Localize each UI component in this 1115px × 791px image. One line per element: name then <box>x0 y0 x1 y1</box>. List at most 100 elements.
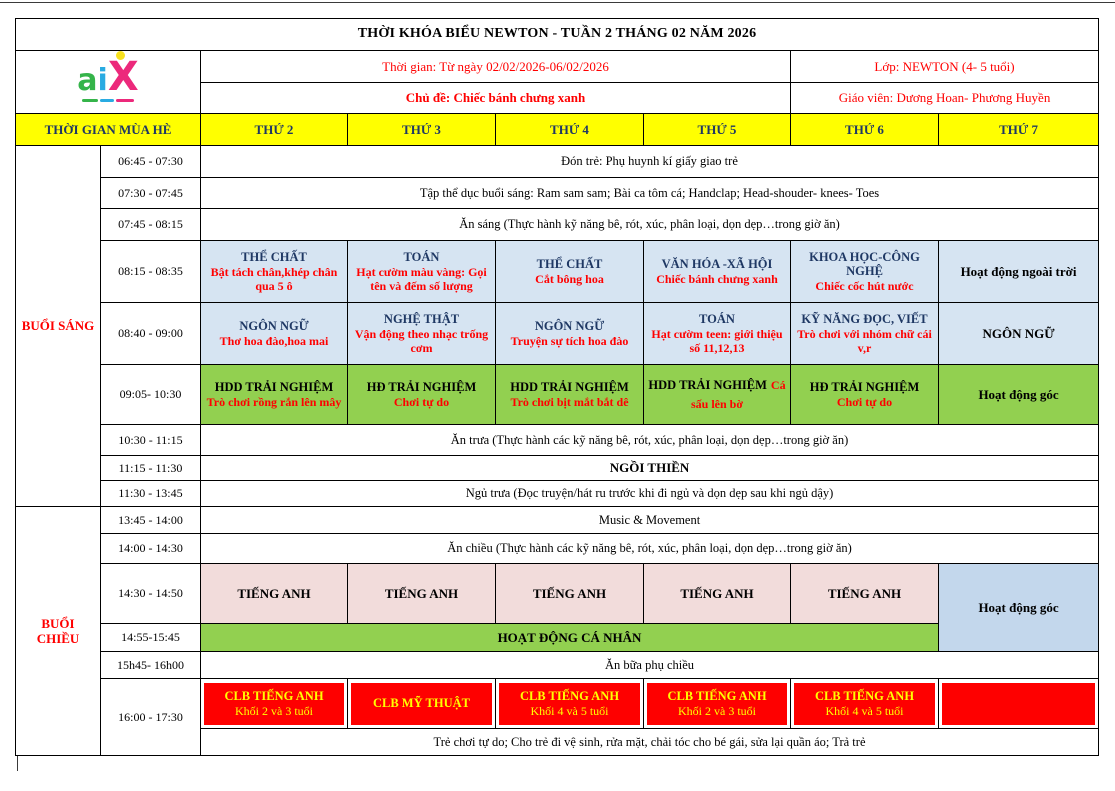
timetable: THỜI KHÓA BIỂU NEWTON - TUẦN 2 THÁNG 02 … <box>14 18 1100 756</box>
club-box: CLB TIẾNG ANH Khối 2 và 3 tuổi <box>204 682 344 725</box>
lesson-title: HDD TRẢI NGHIỆM <box>510 380 629 395</box>
lesson-title: TOÁN <box>403 249 440 264</box>
lesson-title: TOÁN <box>699 311 735 326</box>
lesson-cell: KHOA HỌC-CÔNG NGHỆ Chiếc cốc hút nước <box>790 240 939 303</box>
lesson-subtitle: Vận động theo nhạc trống cơm <box>354 326 489 355</box>
club-cell: CLB TIẾNG ANH Khối 2 và 3 tuổi <box>200 678 348 729</box>
logo-letter-x: X <box>107 53 139 100</box>
time-cell: 16:00 - 17:30 <box>100 678 201 756</box>
header-day-tue: THỨ 3 <box>347 113 496 146</box>
lesson-cell: THỂ CHẤT Cắt bông hoa <box>495 240 644 303</box>
lesson-cell: NGÔN NGỮ Truyện sự tích hoa đào <box>495 302 644 365</box>
club-title: CLB TIẾNG ANH <box>814 688 915 703</box>
activity-breakfast: Ăn sáng (Thực hành kỹ năng bê, rót, xúc,… <box>199 208 1100 241</box>
header-day-fri: THỨ 6 <box>790 113 939 146</box>
time-cell: 11:30 - 13:45 <box>100 480 201 507</box>
lesson-title: THỂ CHẤT <box>536 257 603 272</box>
page-title: THỜI KHÓA BIỂU NEWTON - TUẦN 2 THÁNG 02 … <box>14 18 1100 51</box>
header-day-thu: THỨ 5 <box>643 113 791 146</box>
lesson-title: HDD TRẢI NGHIỆM <box>214 380 334 395</box>
club-title: CLB TIẾNG ANH <box>519 688 620 703</box>
lesson-subtitle: Trò chơi bịt mắt bắt dê <box>510 394 629 409</box>
logo-subtext-decoration <box>77 98 138 102</box>
time-cell: 14:30 - 14:50 <box>100 563 201 624</box>
lesson-cell: NGÔN NGỮ <box>937 302 1100 365</box>
teacher-names: Giáo viên: Dương Hoan- Phương Huyền <box>789 82 1100 114</box>
club-cell: CLB TIẾNG ANH Khối 4 và 5 tuổi <box>495 678 644 729</box>
lesson-title: VĂN HÓA -XÃ HỘI <box>661 257 773 272</box>
lesson-title: KỸ NĂNG ĐỌC, VIẾT <box>801 311 928 326</box>
lesson-cell: NGÔN NGỮ Thơ hoa đào,hoa mai <box>200 302 348 365</box>
lesson-cell: HĐ TRẢI NGHIỆM Chơi tự do <box>347 364 496 425</box>
lesson-subtitle: Thơ hoa đào,hoa mai <box>219 333 329 348</box>
english-cell: TIẾNG ANH <box>790 563 939 624</box>
session-label-afternoon: BUỔI CHIỀU <box>15 506 101 756</box>
activity-personal: HOẠT ĐỘNG CÁ NHÂN <box>200 623 939 652</box>
school-logo-cell: aiX <box>15 50 201 114</box>
lesson-subtitle: Hạt cườm màu vàng: Gọi tên và đếm số lượ… <box>356 264 487 293</box>
header-day-sat: THỨ 7 <box>937 113 1100 146</box>
english-cell: TIẾNG ANH <box>643 563 791 624</box>
club-subtitle: Khối 2 và 3 tuổi <box>235 703 313 718</box>
time-cell: 13:45 - 14:00 <box>100 506 201 534</box>
lesson-subtitle: Cắt bông hoa <box>535 271 604 286</box>
day-header-row: THỜI GIAN MÙA HÈ THỨ 2 THỨ 3 THỨ 4 THỨ 5… <box>15 113 1100 146</box>
experience-row-0905: 09:05- 10:30 HDD TRẢI NGHIỆM Trò chơi rồ… <box>16 364 1100 425</box>
lesson-subtitle: Chơi tự do <box>393 394 450 409</box>
lesson-title: NGÔN NGỮ <box>982 325 1055 341</box>
top-edge-line <box>0 2 1115 3</box>
activity-afternoon-snack: Ăn chiều (Thực hành các kỹ năng bê, rót,… <box>199 533 1100 564</box>
club-box: CLB TIẾNG ANH Khối 4 và 5 tuổi <box>499 682 640 725</box>
time-cell: 06:45 - 07:30 <box>100 145 201 178</box>
class-name: Lớp: NEWTON (4- 5 tuổi) <box>789 50 1100 83</box>
lesson-cell: NGHỆ THẬT Vận động theo nhạc trống cơm <box>347 302 496 365</box>
logo-letter-a: a <box>77 62 98 98</box>
club-cell: CLB MỸ THUẬT <box>347 678 496 729</box>
club-subtitle: Khối 2 và 3 tuổi <box>678 703 756 718</box>
lesson-title: HDD TRẢI NGHIỆM <box>648 377 767 392</box>
header-day-mon: THỨ 2 <box>200 113 348 146</box>
club-title: CLB TIẾNG ANH <box>667 688 767 703</box>
week-topic: Chủ đề: Chiếc bánh chưng xanh <box>200 82 791 114</box>
time-cell: 07:45 - 08:15 <box>100 208 201 241</box>
lesson-title: NGÔN NGỮ <box>239 319 309 334</box>
lesson-title: KHOA HỌC-CÔNG NGHỆ <box>809 249 920 279</box>
lesson-subtitle: Trò chơi rồng rắn lên mây <box>206 394 342 409</box>
club-subtitle: Khối 4 và 5 tuổi <box>825 703 904 718</box>
time-cell: 14:55-15:45 <box>100 623 201 652</box>
club-cell: CLB TIẾNG ANH Khối 4 và 5 tuổi <box>790 678 939 729</box>
lesson-title: Hoạt động góc <box>978 386 1059 402</box>
english-cell: TIẾNG ANH <box>347 563 496 624</box>
logo-letter-i: i <box>97 62 108 98</box>
activity-dropoff: Đón trẻ: Phụ huynh kí giấy giao trẻ <box>199 145 1100 178</box>
club-subtitle: Khối 4 và 5 tuổi <box>530 703 609 718</box>
lesson-cell: TOÁN Hạt cườm màu vàng: Gọi tên và đếm s… <box>347 240 496 303</box>
lesson-cell: TOÁN Hạt cườm teen: giới thiệu số 11,12,… <box>643 302 791 365</box>
activity-music-movement: Music & Movement <box>199 506 1100 534</box>
lesson-cell: VĂN HÓA -XÃ HỘI Chiếc bánh chưng xanh <box>643 240 791 303</box>
lesson-subtitle: Truyện sự tích hoa đào <box>510 333 629 348</box>
time-cell: 09:05- 10:30 <box>100 364 201 425</box>
lesson-cell: HDD TRẢI NGHIỆM Trò chơi bịt mắt bắt dê <box>495 364 644 425</box>
lesson-cell: KỸ NĂNG ĐỌC, VIẾT Trò chơi với nhóm chữ … <box>790 302 939 365</box>
lesson-subtitle: Bật tách chân,khép chân qua 5 ô <box>210 264 338 293</box>
lesson-title: THỂ CHẤT <box>241 249 307 264</box>
time-cell: 08:15 - 08:35 <box>100 240 201 303</box>
lesson-cell: HDD TRẢI NGHIỆM Trò chơi rồng rắn lên mâ… <box>200 364 348 425</box>
time-cell: 11:15 - 11:30 <box>100 455 201 481</box>
lesson-title: HĐ TRẢI NGHIỆM <box>366 380 477 395</box>
lesson-cell: Hoạt động góc <box>937 364 1100 425</box>
english-cell: TIẾNG ANH <box>200 563 348 624</box>
time-cell: 15h45- 16h00 <box>100 651 201 679</box>
club-box: CLB TIẾNG ANH Khối 4 và 5 tuổi <box>794 682 935 725</box>
english-row-1430: 14:30 - 14:50 TIẾNG ANH TIẾNG ANH TIẾNG … <box>16 563 1100 652</box>
lesson-title: NGÔN NGỮ <box>534 319 605 334</box>
club-cell: CLB TIẾNG ANH Khối 2 và 3 tuổi <box>643 678 791 729</box>
lesson-subtitle: Chiếc bánh chưng xanh <box>656 271 778 286</box>
lesson-cell: HĐ TRẢI NGHIỆM Chơi tự do <box>790 364 939 425</box>
header-day-wed: THỨ 4 <box>495 113 644 146</box>
club-title: CLB MỸ THUẬT <box>372 696 470 710</box>
lesson-subtitle: Chiếc cốc hút nước <box>815 279 914 294</box>
activity-meditation: NGỒI THIỀN <box>199 455 1100 481</box>
